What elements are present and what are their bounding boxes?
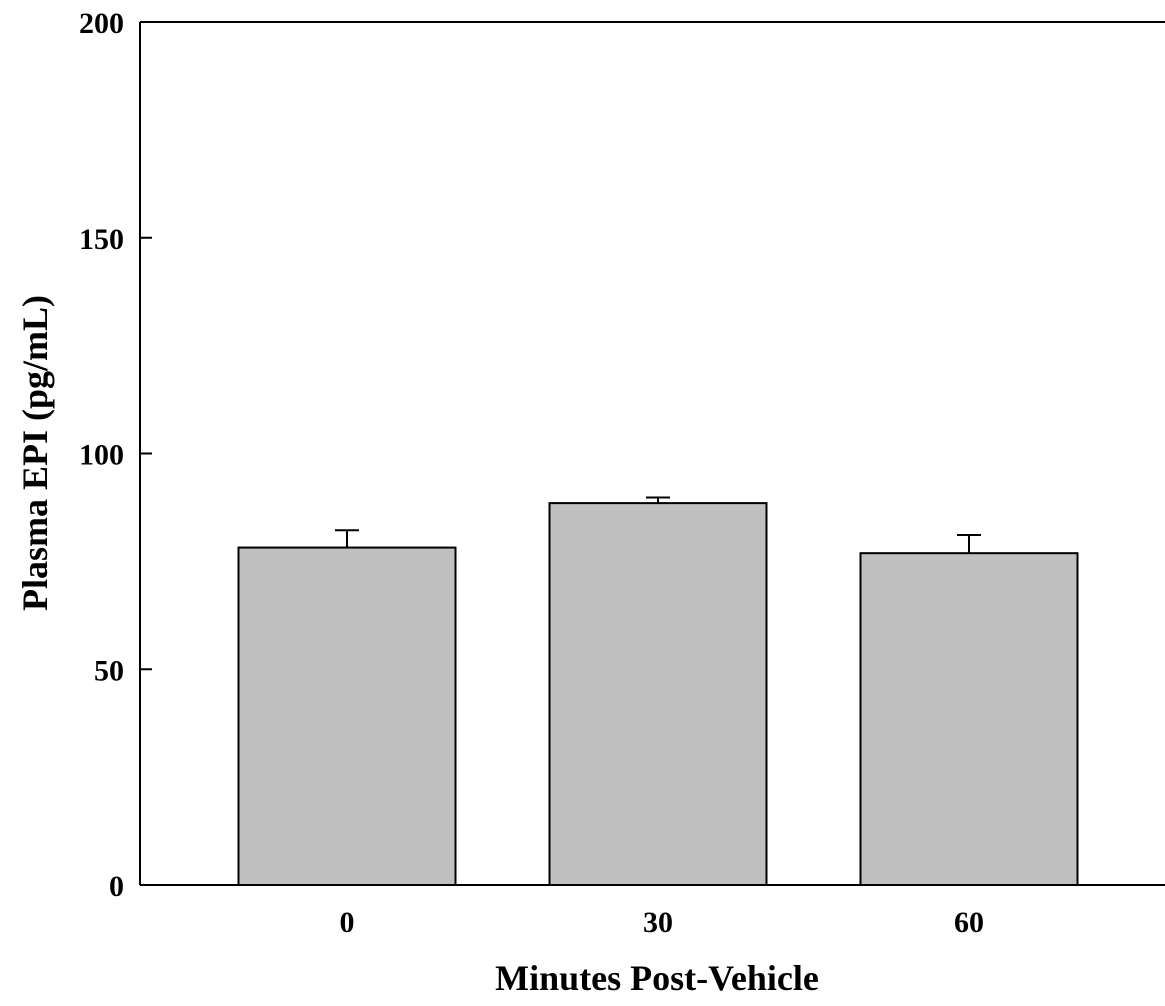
y-tick-label: 100 xyxy=(79,439,124,472)
bars xyxy=(237,502,1079,887)
bar-0 xyxy=(237,546,457,887)
x-tick-label: 60 xyxy=(954,906,984,939)
error-bars xyxy=(335,496,981,554)
y-tick-label: 50 xyxy=(94,654,124,687)
y-tick-label: 150 xyxy=(79,223,124,256)
x-tick-label: 30 xyxy=(643,906,673,939)
y-axis-title: Plasma EPI (pg/mL) xyxy=(15,295,55,611)
y-tick-label: 0 xyxy=(109,870,124,903)
y-axis-ticks: 0 50 100 150 200 xyxy=(79,7,152,903)
x-axis-ticks: 0 30 60 xyxy=(340,906,985,939)
x-axis-title: Minutes Post-Vehicle xyxy=(495,958,819,998)
bar-30 xyxy=(548,502,768,886)
bar-60 xyxy=(859,552,1079,886)
x-tick-label: 0 xyxy=(340,906,355,939)
plot-area: 0 50 100 150 200 0 30 60 xyxy=(79,7,1165,939)
y-tick-label: 200 xyxy=(79,7,124,40)
